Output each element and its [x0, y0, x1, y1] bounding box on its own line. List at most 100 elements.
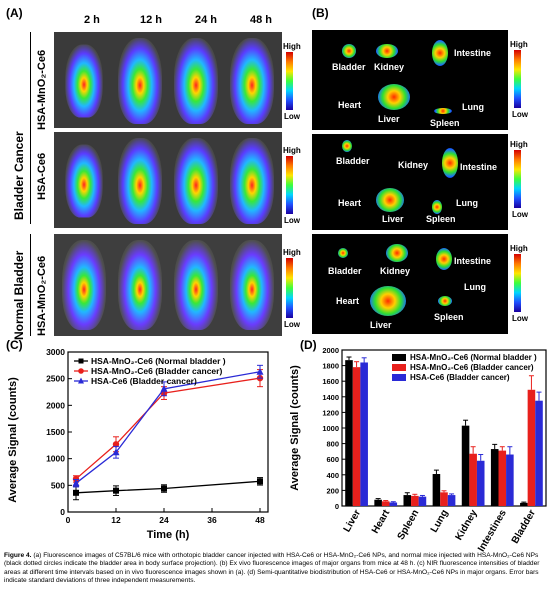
color-scale-bar — [286, 258, 293, 318]
image-row-2 — [54, 132, 282, 228]
row-label-3: HSA-MnO₂-Ce6 — [36, 255, 48, 336]
organ-label-liver: Liver — [378, 114, 400, 124]
scale-low-label: Low — [512, 110, 528, 119]
organ-label-spleen: Spleen — [430, 118, 460, 128]
bar — [381, 501, 390, 506]
bar — [418, 496, 427, 506]
legend-label: HSA-MnO₂-Ce6 (Normal bladder ) — [410, 353, 537, 362]
organ-spot — [370, 286, 406, 316]
organ-label-intestine: Intestine — [454, 48, 492, 58]
bar — [476, 460, 485, 506]
mouse-image — [118, 138, 162, 224]
scale-low-label: Low — [512, 314, 528, 323]
legend-label: HSA-MnO₂-Ce6 (Normal bladder ) — [91, 356, 226, 366]
data-point — [160, 384, 168, 392]
legend-marker — [78, 368, 84, 374]
y-tick-label: 3000 — [46, 347, 65, 357]
image-row-3 — [54, 234, 282, 336]
organ-spot — [436, 248, 452, 270]
caption-figure-number: Figure 4. — [4, 552, 32, 559]
organ-image-1: Bladder Kidney Intestine Heart Liver Lun… — [312, 30, 508, 130]
data-point — [72, 479, 80, 487]
category-label: Kidney — [454, 508, 480, 543]
caption-text: (a) Fluorescence images of C57BL/6 mice … — [4, 552, 540, 585]
x-tick-label: 48 — [255, 515, 265, 525]
series-line — [75, 377, 261, 480]
bar-chart: 0 200 400 600 800 1000 1200 1400 1600 1800 2000 Ave… — [289, 346, 547, 552]
category-label: Heart — [370, 507, 393, 535]
color-scale-bar — [514, 254, 521, 312]
y-axis-label: Average Signal (counts) — [289, 365, 301, 491]
legend-marker — [78, 377, 84, 384]
data-point — [256, 367, 264, 375]
y-tick-label: 400 — [326, 471, 339, 480]
category-label: Bladder — [510, 508, 538, 546]
organ-label-heart: Heart — [336, 296, 360, 306]
organ-image-2: Bladder Kidney Intestine Heart Liver Lun… — [312, 134, 508, 230]
organ-label-kidney: Kidney — [380, 266, 411, 276]
scale-high-label: High — [283, 146, 301, 155]
organ-label-bladder: Bladder — [332, 62, 366, 72]
legend-marker — [78, 358, 84, 364]
y-tick-label: 2000 — [46, 400, 65, 410]
bar — [411, 495, 419, 506]
bar — [374, 499, 382, 506]
organ-label-bladder: Bladder — [328, 266, 362, 276]
y-tick-label: 1000 — [46, 454, 65, 464]
y-tick-label: 800 — [326, 440, 339, 449]
y-tick-label: 600 — [326, 455, 339, 464]
bar — [447, 495, 456, 506]
organ-spot — [434, 108, 452, 114]
panel-d-label: (D) — [300, 338, 317, 352]
row-label-2: HSA-Ce6 — [36, 152, 48, 200]
bar — [403, 495, 412, 506]
scale-high-label: High — [510, 140, 528, 149]
group-label-bladder-cancer: Bladder Cancer — [12, 131, 26, 220]
group-bracket-bladder-cancer — [30, 32, 31, 224]
legend-label: HSA-MnO₂-Ce6 (Bladder cancer) — [410, 363, 534, 372]
legend-label: HSA-Ce6 (Bladder cancer) — [410, 373, 510, 382]
organ-spot — [438, 296, 452, 306]
y-tick-label: 1000 — [322, 424, 339, 433]
panel-b-label: (B) — [312, 6, 329, 20]
category-label: Lung — [429, 508, 451, 535]
legend-swatch — [392, 374, 406, 381]
bar — [527, 389, 536, 506]
organ-spot — [342, 44, 356, 58]
color-scale-bar — [286, 156, 293, 214]
data-point — [72, 475, 80, 483]
bar — [461, 425, 470, 506]
organ-label-lung: Lung — [464, 282, 486, 292]
data-point — [112, 448, 120, 456]
y-tick-label: 500 — [51, 480, 65, 490]
group-bracket-normal-bladder — [30, 234, 31, 336]
image-row-1 — [54, 32, 282, 128]
bar — [345, 360, 353, 506]
data-point — [113, 487, 119, 494]
organ-image-3: Bladder Kidney Intestine Heart Liver Lun… — [312, 234, 508, 334]
organ-label-lung: Lung — [462, 102, 484, 112]
row-label-1: HSA-MnO₂-Ce6 — [36, 49, 48, 130]
mouse-image — [174, 38, 218, 124]
legend-label: HSA-MnO₂-Ce6 (Bladder cancer) — [91, 366, 222, 376]
data-point — [73, 489, 79, 496]
mouse-image — [174, 240, 218, 330]
organ-label-intestine: Intestine — [454, 256, 492, 266]
group-label-normal-bladder: Normal Bladder — [12, 250, 26, 340]
bar — [440, 492, 448, 506]
figure-caption: Figure 4. (a) Fluorescence images of C57… — [4, 552, 550, 586]
bar — [506, 454, 514, 506]
category-label: Spleen — [396, 508, 422, 542]
mouse-image — [230, 38, 274, 124]
y-tick-label: 200 — [326, 486, 339, 495]
mouse-image — [118, 240, 162, 330]
bar — [432, 474, 441, 506]
organ-spot — [442, 148, 458, 178]
line-chart: 0 500 1000 1500 2000 2500 3000 0 12 24 36 48 Time (h… — [7, 347, 269, 541]
series-line — [75, 371, 261, 484]
time-label-24h: 24 h — [195, 14, 218, 26]
mouse-image — [230, 240, 274, 330]
x-tick-label: 0 — [66, 515, 71, 525]
bar — [352, 367, 361, 506]
organ-label-liver: Liver — [370, 320, 392, 330]
